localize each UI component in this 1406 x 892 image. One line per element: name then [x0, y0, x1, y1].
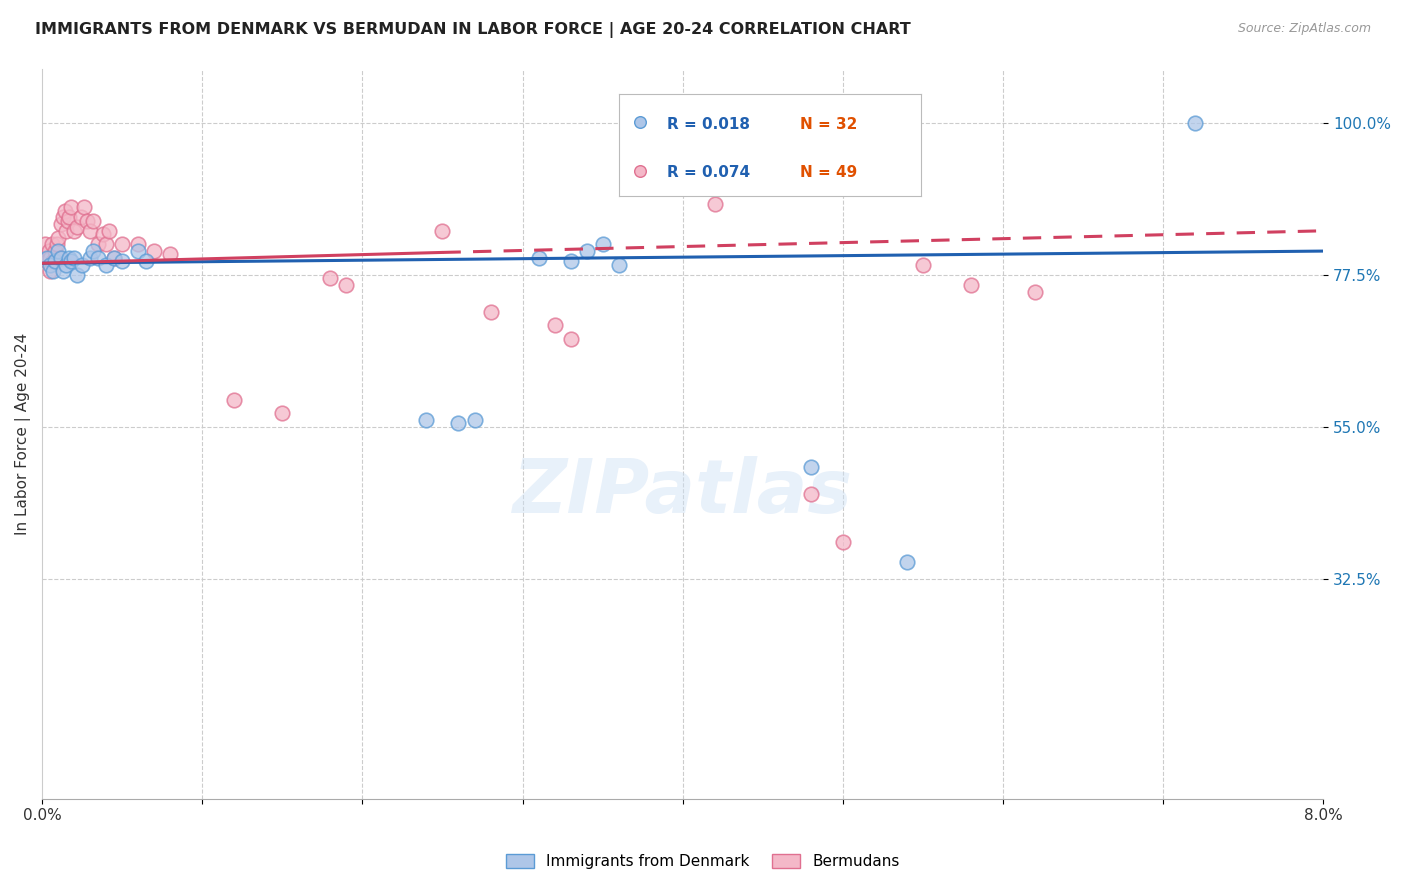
Point: [82, 213, 104, 227]
Point: [44, 254, 66, 268]
Point: [91, 227, 114, 242]
Point: [42, 254, 65, 268]
Point: [415, 413, 437, 427]
Point: [800, 487, 823, 501]
Legend: Immigrants from Denmark, Bermudans: Immigrants from Denmark, Bermudans: [501, 848, 905, 875]
Point: [447, 417, 470, 431]
Point: [70, 258, 93, 272]
Point: [53, 203, 76, 218]
Point: [73, 200, 96, 214]
Point: [703, 196, 725, 211]
Point: [560, 332, 582, 346]
Point: [51, 217, 73, 231]
Text: N = 32: N = 32: [800, 117, 858, 132]
Point: [103, 251, 125, 265]
Point: [623, 169, 645, 184]
Point: [87, 251, 110, 265]
Text: Source: ZipAtlas.com: Source: ZipAtlas.com: [1237, 22, 1371, 36]
Point: [592, 237, 614, 252]
Point: [45, 237, 67, 252]
Point: [76, 213, 98, 227]
Text: IMMIGRANTS FROM DENMARK VS BERMUDAN IN LABOR FORCE | AGE 20-24 CORRELATION CHART: IMMIGRANTS FROM DENMARK VS BERMUDAN IN L…: [35, 22, 911, 38]
Point: [35, 251, 58, 265]
Point: [46, 244, 69, 258]
Point: [55, 224, 77, 238]
Point: [96, 258, 118, 272]
Point: [87, 237, 110, 252]
Point: [79, 251, 101, 265]
Point: [896, 555, 918, 569]
Point: [69, 211, 91, 225]
Point: [543, 318, 565, 333]
Text: N = 49: N = 49: [800, 165, 858, 180]
Point: [79, 224, 101, 238]
Point: [55, 258, 77, 272]
Point: [224, 392, 246, 407]
Point: [35, 254, 58, 268]
Point: [38, 244, 60, 258]
Point: [41, 237, 63, 252]
Point: [42, 264, 65, 278]
Point: [63, 224, 86, 238]
Point: [111, 254, 134, 268]
Point: [58, 251, 80, 265]
Point: [143, 244, 166, 258]
Point: [432, 224, 454, 238]
Point: [82, 244, 104, 258]
Point: [34, 237, 56, 252]
Point: [52, 211, 75, 225]
Point: [103, 251, 125, 265]
Point: [46, 230, 69, 244]
Point: [39, 258, 62, 272]
Point: [39, 251, 62, 265]
Point: [135, 254, 157, 268]
Point: [66, 220, 89, 235]
Point: [44, 244, 66, 258]
Point: [127, 237, 149, 252]
Point: [111, 237, 134, 252]
Point: [319, 271, 342, 285]
Point: [159, 247, 181, 261]
Point: [59, 200, 82, 214]
Text: R = 0.018: R = 0.018: [666, 117, 749, 132]
Point: [463, 413, 485, 427]
Point: [52, 264, 75, 278]
Y-axis label: In Labor Force | Age 20-24: In Labor Force | Age 20-24: [15, 333, 31, 535]
Point: [66, 268, 89, 282]
Point: [960, 277, 983, 292]
Point: [63, 251, 86, 265]
Point: [39, 264, 62, 278]
Point: [127, 244, 149, 258]
Point: [59, 254, 82, 268]
Point: [575, 244, 598, 258]
Point: [51, 251, 73, 265]
Point: [48, 251, 70, 265]
Text: ZIPatlas: ZIPatlas: [513, 456, 852, 529]
Point: [335, 277, 357, 292]
Point: [527, 251, 550, 265]
Point: [56, 213, 79, 227]
Point: [271, 406, 294, 420]
Point: [560, 254, 582, 268]
Text: R = 0.074: R = 0.074: [666, 165, 751, 180]
Point: [98, 224, 121, 238]
Point: [96, 237, 118, 252]
Point: [479, 305, 502, 319]
Point: [831, 534, 853, 549]
Point: [911, 258, 934, 272]
Point: [1024, 285, 1046, 299]
Point: [58, 211, 80, 225]
Point: [800, 460, 823, 475]
Point: [1184, 115, 1206, 129]
Point: [607, 258, 630, 272]
